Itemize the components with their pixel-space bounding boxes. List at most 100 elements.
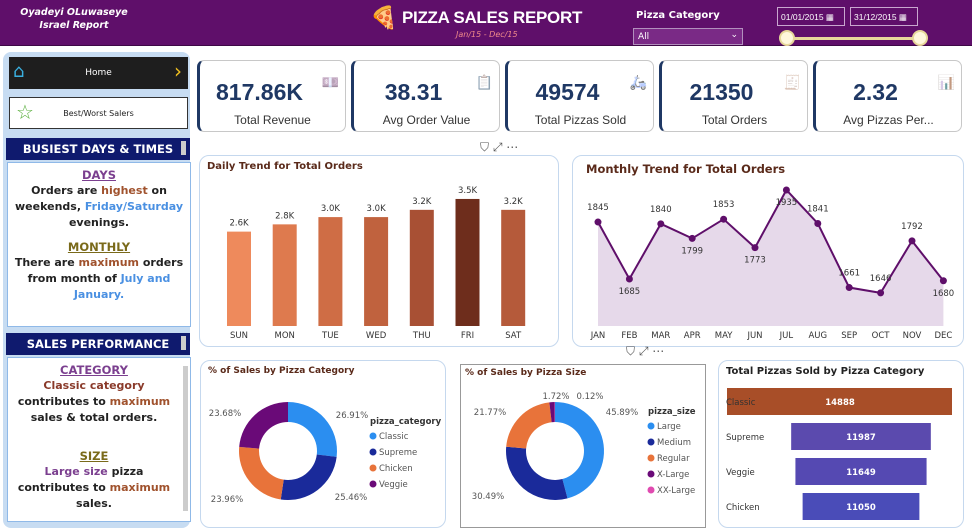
busiest-title: BUSIEST DAYS & TIMES (22, 142, 174, 156)
monthly-heading: MONTHLY (67, 240, 131, 254)
data-point-oct[interactable] (877, 289, 885, 297)
money-icon: 💵 (321, 75, 339, 91)
x-tick-label: APR (684, 331, 701, 341)
slider-start-handle[interactable] (779, 30, 795, 46)
chevron-down-icon: ⌄ (730, 30, 738, 40)
bar-thu[interactable] (409, 209, 434, 326)
sales-title: SALES PERFORMANCE (26, 337, 170, 351)
scrollbar[interactable] (181, 141, 186, 155)
legend-item-chicken: Chicken (379, 464, 413, 474)
bar-sun[interactable] (227, 231, 251, 326)
point-data-label: 1840 (650, 205, 672, 215)
data-point-jul[interactable] (782, 186, 790, 194)
pizza-icon: 🍕 (370, 6, 398, 31)
nav-best-worst-button[interactable]: ☆ Best/Worst Salers (9, 97, 188, 129)
slice-medium[interactable] (506, 446, 568, 500)
funnel-category-label: Supreme (726, 433, 764, 443)
busiest-text-box: DAYS Orders are highest on weekends, Fri… (7, 162, 191, 327)
slice-supreme[interactable] (280, 454, 337, 500)
funnel-value-label: 11050 (846, 503, 876, 513)
x-tick-label: JUN (746, 331, 762, 341)
chevron-right-icon: › (174, 59, 182, 83)
point-data-label: 1685 (619, 287, 641, 297)
slice-data-label: 23.96% (211, 495, 243, 505)
legend-marker (647, 470, 655, 478)
data-point-jun[interactable] (751, 244, 759, 252)
kpi-card: 49574 Total Pizzas Sold 🛵 (505, 60, 654, 132)
nav-home-button[interactable]: ⌂ Home › (9, 57, 188, 89)
slice-data-label: 23.68% (209, 409, 241, 419)
data-point-may[interactable] (720, 215, 728, 223)
legend-item-regular: Regular (657, 454, 690, 464)
kpi-value: 49574 (535, 79, 600, 105)
legend-item-x-large: X-Large (657, 470, 689, 480)
point-data-label: 1853 (713, 200, 735, 210)
funnel-bar-veggie[interactable] (795, 458, 927, 485)
focus-mode-icon[interactable]: ⤢ (492, 140, 503, 154)
pizza-category-dropdown[interactable]: All ⌄ (633, 28, 743, 45)
kpi-card: 2.32 Avg Pizzas Per... 📊 (813, 60, 962, 132)
legend-marker (369, 448, 377, 456)
legend-item-xx-large: XX-Large (657, 486, 695, 496)
bar-data-label: 3.2K (412, 197, 432, 207)
data-point-mar[interactable] (657, 220, 665, 228)
calendar-icon: ▦ (825, 12, 834, 22)
x-tick-label: SUN (230, 331, 248, 341)
end-date-input[interactable]: 31/12/2015 ▦ (850, 7, 918, 26)
data-point-apr[interactable] (688, 234, 696, 242)
bar-data-label: 3.0K (321, 204, 341, 214)
scrollbar[interactable] (181, 336, 186, 350)
funnel-bar-chicken[interactable] (802, 493, 920, 520)
bar-fri[interactable] (455, 198, 480, 326)
slice-x-large[interactable] (549, 402, 555, 423)
data-point-aug[interactable] (814, 219, 822, 227)
x-tick-label: SEP (841, 331, 857, 341)
funnel-bar-supreme[interactable] (791, 423, 931, 450)
filter-icon[interactable]: ⛉ (480, 140, 490, 154)
home-icon: ⌂ (13, 61, 25, 82)
slice-regular[interactable] (506, 402, 552, 449)
slice-data-label: 0.12% (576, 392, 603, 402)
data-point-dec[interactable] (939, 277, 947, 285)
slice-veggie[interactable] (239, 402, 288, 449)
date-range-slider[interactable] (786, 37, 920, 40)
funnel-bar-classic[interactable] (727, 388, 952, 415)
more-options-icon[interactable]: ⋯ (652, 344, 665, 358)
kpi-label: Total Pizzas Sold (534, 113, 627, 127)
point-data-label: 1799 (681, 246, 703, 256)
slice-classic[interactable] (288, 402, 337, 457)
kpi-label: Total Orders (701, 113, 768, 127)
size-pie-panel[interactable]: % of Sales by Pizza Size (460, 364, 706, 528)
x-tick-label: FEB (621, 331, 637, 341)
filter-icon[interactable]: ⛉ (626, 344, 636, 358)
bar-data-label: 3.5K (458, 186, 478, 196)
visual-toolbar: ⛉ ⤢ ⋯ (480, 140, 518, 155)
data-point-feb[interactable] (625, 275, 633, 283)
size-heading: SIZE (79, 449, 109, 463)
kpi-label: Avg Order Value (382, 113, 471, 127)
x-tick-label: JAN (590, 331, 606, 341)
point-data-label: 1841 (807, 204, 829, 214)
scrollbar[interactable] (183, 366, 188, 511)
slice-chicken[interactable] (239, 446, 284, 500)
more-options-icon[interactable]: ⋯ (506, 140, 519, 154)
monthly-chart-title: Monthly Trend for Total Orders (586, 162, 786, 176)
area-fill (598, 190, 944, 326)
bar-mon[interactable] (272, 224, 297, 326)
slider-end-handle[interactable] (912, 30, 928, 46)
focus-mode-icon[interactable]: ⤢ (638, 344, 649, 358)
legend-item-supreme: Supreme (379, 448, 417, 458)
kpi-card: 817.86K Total Revenue 💵 (197, 60, 346, 132)
start-date-input[interactable]: 01/01/2015 ▦ (777, 7, 845, 26)
funnel-value-label: 14888 (825, 398, 855, 408)
data-point-sep[interactable] (845, 284, 853, 292)
x-tick-label: MAR (651, 331, 670, 341)
size-text: Large size pizza contributes to maximum … (17, 465, 171, 510)
point-data-label: 1646 (870, 274, 892, 284)
data-point-nov[interactable] (908, 237, 916, 245)
slice-large[interactable] (555, 402, 604, 499)
data-point-jan[interactable] (594, 218, 602, 226)
bar-tue[interactable] (318, 217, 343, 326)
bar-wed[interactable] (364, 217, 389, 326)
bar-sat[interactable] (501, 209, 526, 326)
